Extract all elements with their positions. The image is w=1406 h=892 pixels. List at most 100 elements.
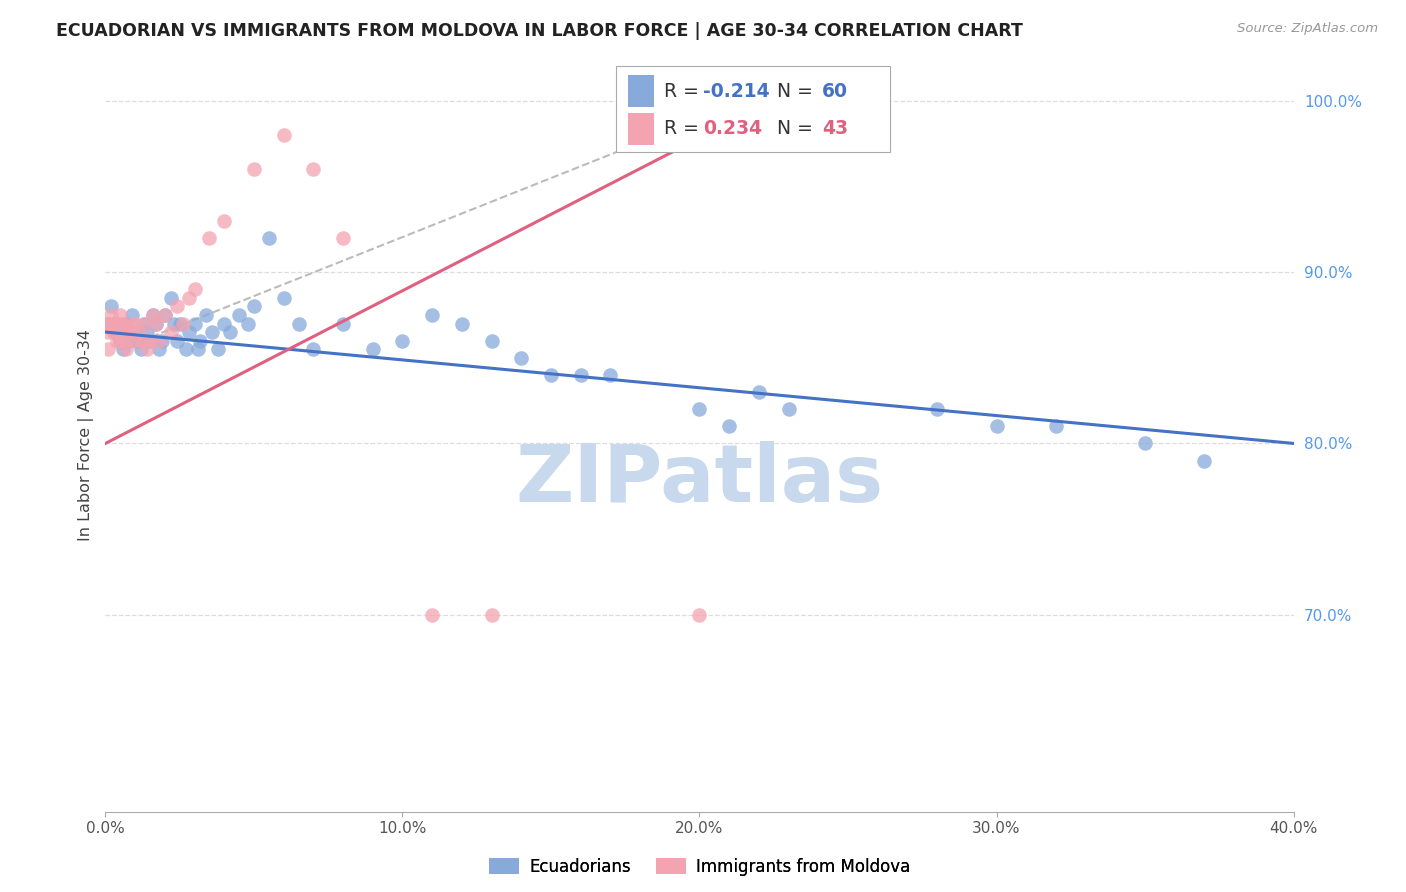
Point <box>129 334 152 348</box>
Point <box>97 317 120 331</box>
Point <box>132 317 155 331</box>
Point <box>97 317 120 331</box>
Point <box>1045 419 1067 434</box>
Point <box>201 325 224 339</box>
Text: N =: N = <box>765 82 818 101</box>
Point <box>183 317 205 331</box>
Point <box>243 162 266 177</box>
Point <box>103 325 125 339</box>
Point <box>112 325 135 339</box>
Point <box>110 317 132 331</box>
Point <box>118 325 141 339</box>
Text: ZIPatlas: ZIPatlas <box>516 441 883 519</box>
Point <box>97 342 120 356</box>
Point <box>332 317 354 331</box>
Point <box>129 342 152 356</box>
Point <box>127 334 149 348</box>
Point <box>121 317 143 331</box>
Point <box>1194 453 1216 467</box>
Point <box>118 334 141 348</box>
Text: N =: N = <box>765 120 818 138</box>
Point <box>169 317 191 331</box>
Point <box>139 334 162 348</box>
Point <box>115 334 138 348</box>
Point <box>302 162 325 177</box>
Point <box>287 317 309 331</box>
Point <box>207 342 229 356</box>
Point <box>257 231 280 245</box>
Point <box>124 317 146 331</box>
Y-axis label: In Labor Force | Age 30-34: In Labor Force | Age 30-34 <box>79 329 94 541</box>
Point <box>115 317 138 331</box>
Point <box>124 325 146 339</box>
Bar <box>628 75 654 107</box>
Point <box>112 342 135 356</box>
Point <box>159 325 181 339</box>
Point <box>273 128 295 142</box>
Point <box>145 317 167 331</box>
Point <box>159 291 181 305</box>
Point <box>481 334 503 348</box>
Point <box>243 299 266 313</box>
Text: 0.234: 0.234 <box>703 120 762 138</box>
Point <box>100 317 122 331</box>
Point <box>391 334 413 348</box>
Point <box>127 325 149 339</box>
Point <box>136 325 159 339</box>
Point <box>420 607 443 622</box>
Point <box>214 213 236 227</box>
Point <box>100 308 122 322</box>
Point <box>112 317 135 331</box>
Point <box>124 334 146 348</box>
Point <box>689 607 711 622</box>
Point <box>166 299 188 313</box>
Point <box>236 317 259 331</box>
Point <box>569 368 592 382</box>
Point <box>177 291 200 305</box>
Text: Source: ZipAtlas.com: Source: ZipAtlas.com <box>1237 22 1378 36</box>
Point <box>153 308 176 322</box>
Point <box>361 342 384 356</box>
Point <box>148 342 170 356</box>
Bar <box>628 113 654 145</box>
Text: R =: R = <box>664 82 704 101</box>
Point <box>214 317 236 331</box>
Point <box>718 419 741 434</box>
Text: R =: R = <box>664 120 704 138</box>
Point <box>778 402 800 417</box>
Point <box>986 419 1008 434</box>
Text: 60: 60 <box>823 82 848 101</box>
Point <box>190 334 212 348</box>
Point <box>183 282 205 296</box>
Point <box>153 308 176 322</box>
Point <box>186 342 208 356</box>
Point <box>100 299 122 313</box>
Point <box>177 325 200 339</box>
Point <box>105 317 128 331</box>
Point <box>110 308 132 322</box>
Point <box>174 342 197 356</box>
Point <box>132 317 155 331</box>
Text: 43: 43 <box>823 120 848 138</box>
Legend: Ecuadorians, Immigrants from Moldova: Ecuadorians, Immigrants from Moldova <box>482 851 917 882</box>
Point <box>689 402 711 417</box>
Point <box>927 402 949 417</box>
Point <box>97 325 120 339</box>
Text: -0.214: -0.214 <box>703 82 769 101</box>
Point <box>481 607 503 622</box>
Point <box>148 334 170 348</box>
Point <box>1133 436 1156 450</box>
Point <box>302 342 325 356</box>
Point <box>142 308 165 322</box>
Point <box>105 317 128 331</box>
Point <box>150 334 173 348</box>
Point <box>142 308 165 322</box>
Point <box>228 308 250 322</box>
Point <box>166 334 188 348</box>
Point <box>195 308 218 322</box>
Point <box>103 317 125 331</box>
Point <box>110 334 132 348</box>
Point <box>110 334 132 348</box>
Point <box>599 368 621 382</box>
Point <box>198 231 221 245</box>
